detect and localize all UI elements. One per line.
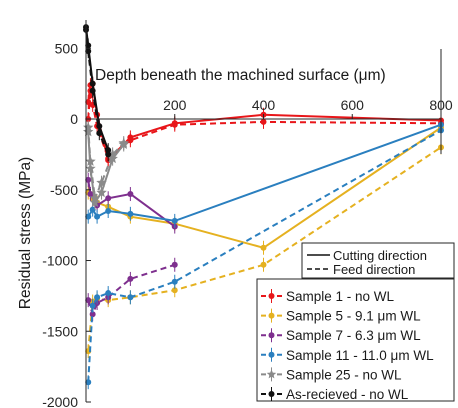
linestyle-legend-label: Feed direction <box>333 262 415 277</box>
linestyle-legend-label: Cutting direction <box>333 248 427 263</box>
data-point <box>89 87 96 94</box>
data-point <box>87 191 94 198</box>
series-legend-box <box>256 278 455 402</box>
data-point <box>105 290 112 297</box>
data-point <box>89 311 96 318</box>
legend-label: Sample 5 - 9.1 μm WL <box>286 309 421 324</box>
data-point <box>96 177 107 188</box>
data-point <box>105 195 112 202</box>
legend-marker <box>268 332 275 339</box>
y-ticks: 500 0 -500 -1000 -1500 -2000 <box>42 40 91 408</box>
data-point <box>83 122 94 132</box>
data-point <box>89 206 96 213</box>
linestyle-legend-box <box>301 242 455 279</box>
data-point <box>260 244 267 251</box>
data-point <box>127 210 134 217</box>
legend-label: Sample 25 - no WL <box>286 367 402 382</box>
y-tick-label: -500 <box>50 182 78 198</box>
data-point <box>85 48 92 55</box>
data-point <box>127 137 134 144</box>
data-point <box>85 297 92 304</box>
y-tick-label: -1000 <box>42 253 78 269</box>
series-11 <box>83 22 112 162</box>
data-point <box>85 379 92 386</box>
legend-label: As-recieved - no WL <box>286 387 409 402</box>
legend-marker <box>268 351 275 358</box>
series-7 <box>85 123 444 390</box>
legend-marker <box>268 391 275 397</box>
legend-entry: Sample 7 - 6.3 μm WL <box>261 328 421 343</box>
legend-marker <box>268 293 275 299</box>
data-point <box>260 118 267 125</box>
x-tick-label: 400 <box>252 97 276 113</box>
data-point <box>127 275 134 282</box>
data-point <box>171 217 178 224</box>
legend-entry: As-recieved - no WL <box>261 387 409 402</box>
data-point <box>89 302 96 309</box>
legend-entry: Sample 25 - no WL <box>261 367 402 382</box>
data-point <box>96 130 103 137</box>
y-tick-label: -1500 <box>42 323 78 339</box>
legend-label: Sample 1 - no WL <box>286 289 395 304</box>
data-point <box>96 187 107 198</box>
y-tick-label: -2000 <box>42 394 78 408</box>
x-tick-label: 800 <box>429 97 453 113</box>
series-line <box>87 90 442 161</box>
legend-marker <box>266 369 277 379</box>
x-ticks: 200 400 600 800 <box>163 97 453 120</box>
x-tick-label: 200 <box>163 97 187 113</box>
axes-layer: 500 0 -500 -1000 -1500 -2000 200 400 600 800 Dep… <box>17 20 453 408</box>
data-point <box>105 151 112 158</box>
data-point <box>171 261 178 268</box>
data-point <box>94 294 101 301</box>
data-point <box>118 137 129 148</box>
data-point <box>85 176 92 183</box>
data-point <box>171 278 178 285</box>
data-point <box>94 213 101 220</box>
data-point <box>85 156 96 166</box>
legend-entry: Sample 11 - 11.0 μm WL <box>261 347 434 363</box>
x-tick-label: 600 <box>341 97 365 113</box>
legend-entry: Sample 1 - no WL <box>261 289 395 304</box>
legend-label: Sample 7 - 6.3 μm WL <box>286 328 421 343</box>
y-tick-label: 0 <box>70 111 78 127</box>
legend-entry: Sample 5 - 9.1 μm WL <box>261 308 421 324</box>
data-point <box>171 121 178 128</box>
data-point <box>105 208 112 214</box>
x-axis-label: Depth beneath the machined surface (μm) <box>95 67 386 84</box>
y-axis-label: Residual stress (MPa) <box>17 157 34 309</box>
data-point <box>171 287 178 294</box>
legend-label: Sample 11 - 11.0 μm WL <box>286 348 434 363</box>
data-point <box>127 294 134 301</box>
data-point <box>85 213 92 220</box>
legend-marker <box>268 312 275 319</box>
data-point <box>127 191 134 198</box>
data-point <box>260 261 267 268</box>
y-tick-label: 500 <box>55 40 79 56</box>
data-point <box>89 192 101 203</box>
